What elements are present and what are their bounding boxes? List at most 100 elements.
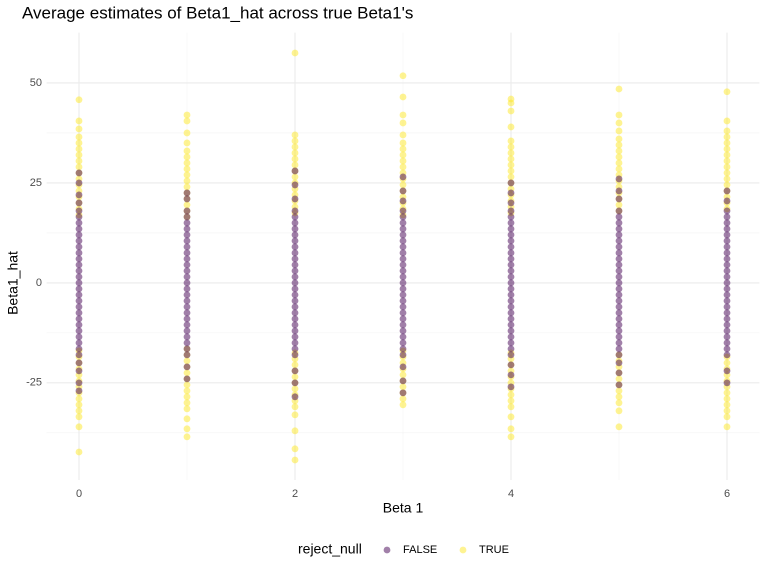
point <box>615 267 623 275</box>
point <box>507 137 515 145</box>
legend-label: FALSE <box>403 544 437 556</box>
point <box>75 315 83 323</box>
point <box>399 345 407 353</box>
point <box>183 147 191 155</box>
point <box>399 351 407 359</box>
point <box>183 273 191 281</box>
point <box>291 261 299 269</box>
point <box>291 161 299 169</box>
point <box>615 351 623 359</box>
point <box>75 169 83 177</box>
point <box>723 407 731 415</box>
point <box>291 273 299 281</box>
point <box>507 161 515 169</box>
point <box>291 225 299 233</box>
point <box>723 157 731 165</box>
point <box>75 379 83 387</box>
x-axis-title: Beta 1 <box>383 500 424 516</box>
point <box>399 243 407 251</box>
point <box>291 267 299 275</box>
point <box>507 273 515 281</box>
point <box>291 411 299 419</box>
point <box>75 291 83 299</box>
point <box>75 321 83 329</box>
point <box>183 159 191 167</box>
point <box>399 315 407 323</box>
point <box>723 389 731 397</box>
point <box>615 85 623 93</box>
point <box>615 303 623 311</box>
point <box>507 321 515 329</box>
point <box>399 72 407 80</box>
point <box>615 321 623 329</box>
point <box>291 131 299 139</box>
point <box>183 183 191 191</box>
point <box>291 445 299 453</box>
point <box>399 395 407 403</box>
point <box>291 345 299 353</box>
point <box>291 385 299 393</box>
point <box>615 153 623 161</box>
point <box>507 189 515 197</box>
point <box>723 367 731 375</box>
point <box>399 207 407 215</box>
y-tick-label: 25 <box>30 177 42 189</box>
point <box>399 163 407 171</box>
point <box>615 165 623 173</box>
point <box>291 143 299 151</box>
point <box>615 399 623 407</box>
point <box>507 291 515 299</box>
x-tick-label: 2 <box>292 488 298 500</box>
point <box>291 303 299 311</box>
point <box>183 285 191 293</box>
point <box>615 315 623 323</box>
point <box>75 395 83 403</box>
point <box>291 297 299 305</box>
point <box>183 363 191 371</box>
point <box>507 303 515 311</box>
point <box>615 309 623 317</box>
point <box>399 279 407 287</box>
point <box>507 391 515 399</box>
point <box>399 145 407 153</box>
point <box>507 143 515 151</box>
point <box>615 225 623 233</box>
point <box>399 111 407 119</box>
point <box>723 207 731 215</box>
point <box>183 249 191 257</box>
point <box>507 123 515 131</box>
point <box>723 139 731 147</box>
point <box>291 315 299 323</box>
point <box>723 181 731 189</box>
point <box>291 149 299 157</box>
point <box>399 339 407 347</box>
point <box>183 393 191 401</box>
point <box>75 249 83 257</box>
point <box>507 361 515 369</box>
point <box>183 195 191 203</box>
point <box>399 181 407 189</box>
point <box>183 387 191 395</box>
point <box>615 339 623 347</box>
point <box>507 351 515 359</box>
point <box>399 297 407 305</box>
point <box>399 187 407 195</box>
point <box>723 413 731 421</box>
point <box>615 279 623 287</box>
point <box>615 407 623 415</box>
legend-title: reject_null <box>298 541 362 557</box>
point <box>183 219 191 227</box>
point <box>399 333 407 341</box>
point <box>183 225 191 233</box>
point <box>507 173 515 181</box>
point <box>399 225 407 233</box>
point <box>507 149 515 157</box>
point <box>723 225 731 233</box>
point <box>507 199 515 207</box>
point <box>507 179 515 187</box>
x-tick-label: 4 <box>508 488 514 500</box>
point <box>75 423 83 431</box>
point <box>183 345 191 353</box>
point <box>399 197 407 205</box>
point <box>399 267 407 275</box>
